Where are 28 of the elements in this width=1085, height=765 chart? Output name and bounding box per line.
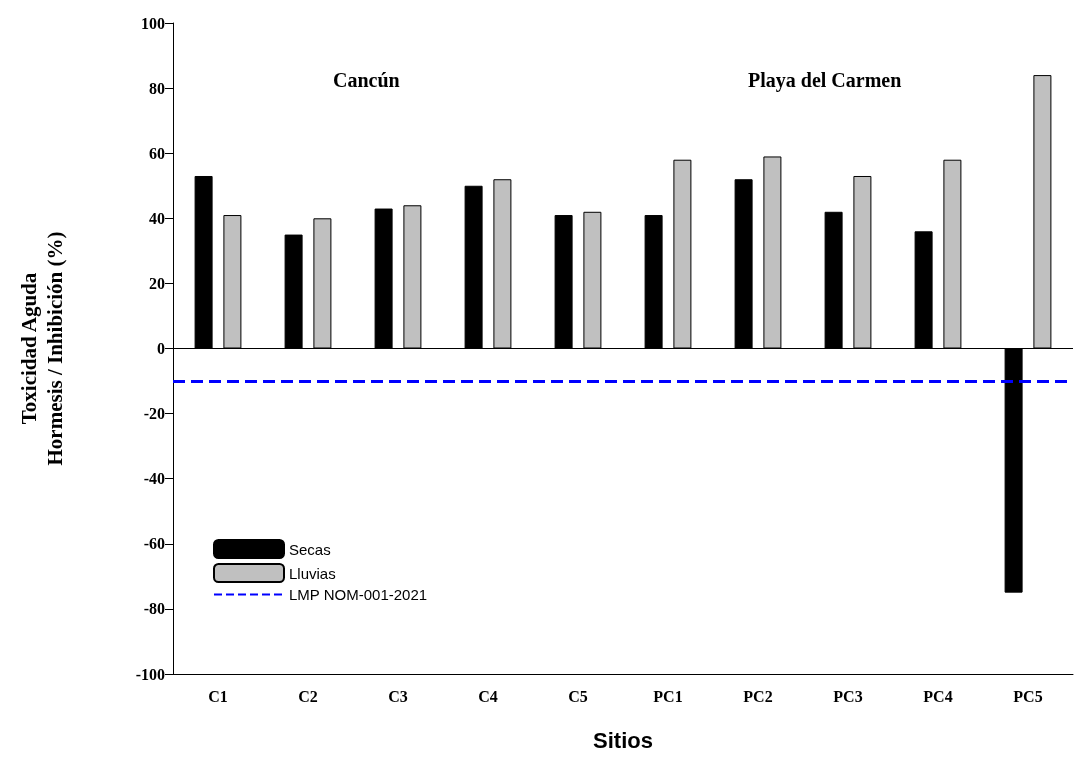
x-tick-label: PC1 [653, 687, 683, 705]
x-tick-label: C1 [208, 687, 228, 705]
y-tick-label: 0 [157, 340, 165, 357]
y-tick-label: 40 [149, 209, 165, 227]
y-tick-label: -100 [135, 665, 165, 683]
x-axis-title: Sitios [593, 727, 653, 753]
y-tick-label: -20 [143, 405, 165, 423]
legend-label: Secas [289, 540, 331, 558]
y-tick-label: -40 [143, 470, 165, 488]
legend-label: LMP NOM-001-2021 [289, 586, 428, 603]
x-tick-label: C5 [568, 687, 588, 705]
y-tick-label: -80 [143, 600, 165, 618]
y-tick-label: -60 [143, 535, 165, 553]
annotation: Cancún [333, 69, 400, 91]
x-tick-label: PC2 [743, 687, 773, 705]
x-tick-label: PC3 [833, 687, 863, 705]
x-tick-label: C2 [298, 687, 318, 705]
annotation: Playa del Carmen [748, 69, 902, 92]
y-tick-label: 100 [141, 14, 165, 32]
legend-label: Lluvias [289, 564, 336, 582]
x-tick-label: C4 [478, 687, 498, 705]
x-tick-label: PC5 [1013, 687, 1043, 705]
y-tick-label: 20 [149, 274, 165, 292]
y-tick-label: 80 [149, 79, 165, 97]
x-tick-label: PC4 [923, 687, 953, 705]
y-tick-label: 60 [149, 144, 165, 162]
y-axis-title: Toxicidad Aguda Hormesis / Inhibición (%) [17, 231, 67, 466]
x-tick-label: C3 [388, 687, 408, 705]
